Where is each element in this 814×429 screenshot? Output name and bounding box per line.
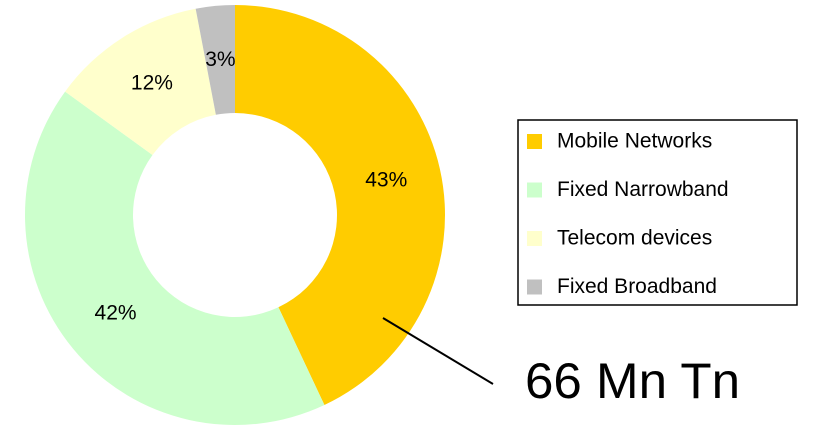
data-label: 43% xyxy=(365,169,407,192)
data-label: 3% xyxy=(205,48,235,71)
legend-swatch xyxy=(527,134,542,149)
data-label: 42% xyxy=(95,301,137,324)
donut-segment xyxy=(195,5,235,115)
data-label: 12% xyxy=(131,72,173,95)
legend-swatch xyxy=(527,231,542,246)
donut-segment xyxy=(235,5,445,406)
annotation: 66 Mn Tn xyxy=(525,353,740,409)
donut-segment xyxy=(65,8,216,156)
annotation-line xyxy=(382,317,494,385)
legend-label: Telecom devices xyxy=(557,227,712,250)
legend-swatch xyxy=(527,182,542,198)
legend-box xyxy=(517,119,798,306)
legend-swatch xyxy=(527,279,542,295)
legend-label: Fixed Broadband xyxy=(557,275,717,298)
legend-label: Mobile Networks xyxy=(557,130,712,153)
legend-label: Fixed Narrowband xyxy=(557,178,729,201)
donut-segment xyxy=(25,91,325,425)
